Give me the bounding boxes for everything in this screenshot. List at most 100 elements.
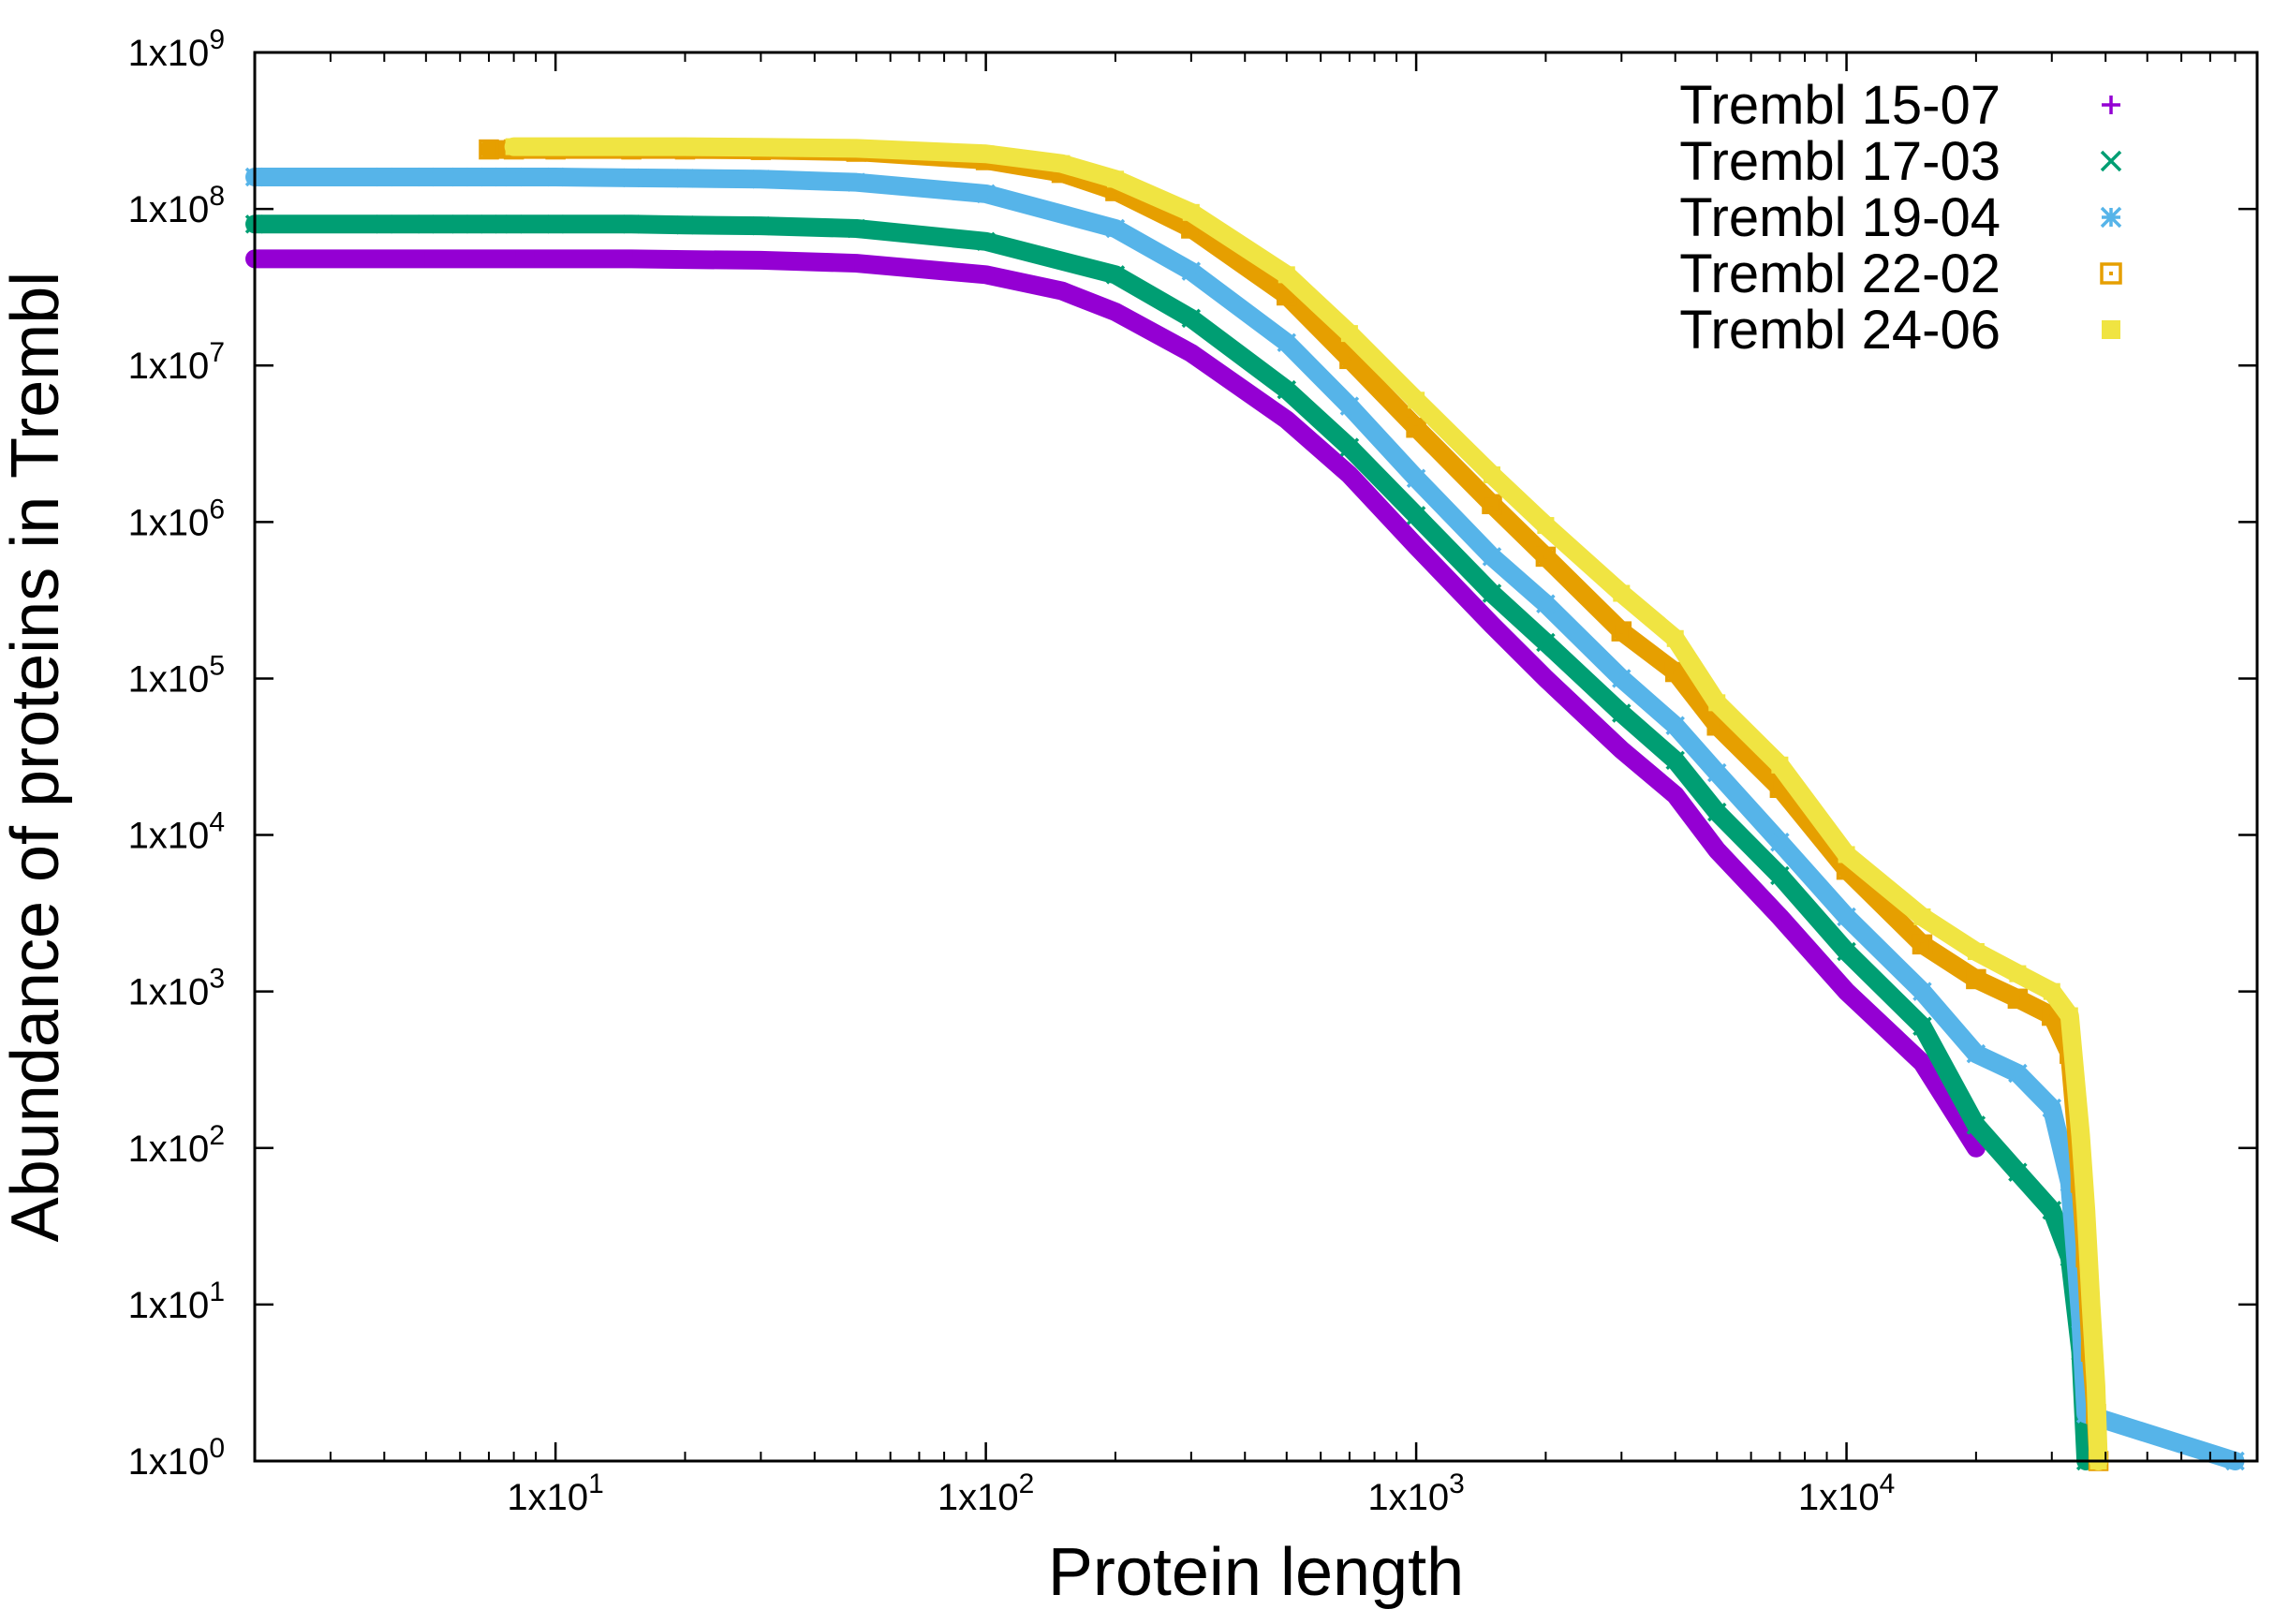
data-point <box>2077 1202 2095 1219</box>
y-tick-label: 1x100 <box>128 1433 225 1483</box>
data-point <box>1838 982 1855 1000</box>
data-point <box>527 250 545 268</box>
x-tick-exponent: 4 <box>1880 1469 1896 1499</box>
data-point <box>1406 417 1426 438</box>
data-point <box>623 250 641 268</box>
data-point <box>1612 669 1632 688</box>
data-point <box>2008 1063 2028 1084</box>
series-band <box>504 137 2108 1470</box>
x-tick-label: 1x102 <box>938 1469 1034 1518</box>
data-point <box>1536 594 1556 613</box>
y-tick-base: 1x10 <box>128 1441 210 1483</box>
legend-item: Trembl 17-03 <box>1679 131 2122 192</box>
data-point <box>480 250 497 268</box>
data-point <box>1277 379 1297 400</box>
y-tick-exponent: 5 <box>209 650 225 681</box>
legend-item: Trembl 24-06 <box>1679 300 2120 361</box>
y-tick-base: 1x10 <box>128 658 210 700</box>
data-point <box>479 139 499 160</box>
data-point <box>1613 584 1631 602</box>
y-tick-label: 1x101 <box>128 1277 225 1326</box>
legend-marker <box>2100 150 2122 172</box>
data-point <box>1706 715 1727 736</box>
y-tick-exponent: 1 <box>209 1277 225 1307</box>
y-axis-title: Abundance of proteins in Trembl <box>0 272 73 1243</box>
legend-label: Trembl 24-06 <box>1679 300 2001 361</box>
data-point <box>2009 965 2027 982</box>
data-point <box>1837 907 1856 927</box>
data-point <box>977 145 995 163</box>
data-point <box>1408 391 1425 409</box>
data-point <box>1770 832 1790 852</box>
y-tick-exponent: 2 <box>209 1120 225 1151</box>
y-tick-base: 1x10 <box>128 33 210 74</box>
data-point <box>1707 802 1727 822</box>
series-band <box>245 214 2096 1470</box>
data-point <box>1408 538 1425 555</box>
legend-marker <box>2102 96 2120 114</box>
data-point <box>417 250 435 268</box>
data-point <box>1912 934 1933 955</box>
legend-label: Trembl 19-04 <box>1679 187 2001 248</box>
legend-item: Trembl 15-07 <box>1679 75 2120 136</box>
data-point <box>1105 265 1126 285</box>
data-point <box>504 167 524 187</box>
y-tick-label: 1x107 <box>128 337 225 387</box>
y-tick-exponent: 4 <box>209 807 225 838</box>
data-point <box>977 266 995 284</box>
data-point <box>675 169 695 188</box>
data-point <box>848 140 865 157</box>
y-tick-label: 1x109 <box>128 24 225 74</box>
data-point <box>2087 1378 2104 1395</box>
legend-label: Trembl 15-07 <box>1679 75 2001 136</box>
y-tick-exponent: 7 <box>209 337 225 368</box>
data-point <box>848 255 865 273</box>
data-point <box>1482 583 1502 603</box>
data-point <box>1339 437 1360 457</box>
data-point <box>751 170 771 189</box>
y-tick-label: 1x105 <box>128 650 225 700</box>
data-point <box>375 167 394 187</box>
data-point <box>1053 282 1071 300</box>
data-point <box>1482 494 1502 515</box>
y-tick-exponent: 9 <box>209 24 225 55</box>
data-point <box>2075 1404 2096 1424</box>
data-point <box>1182 203 1200 221</box>
x-tick-exponent: 1 <box>588 1469 604 1499</box>
data-point <box>1105 218 1126 239</box>
data-point <box>1484 616 1500 634</box>
data-point <box>1277 411 1295 429</box>
series-layer <box>244 137 2245 1471</box>
data-point <box>1967 1139 1985 1157</box>
x-tick-labels: 1x101 1x102 1x103 1x104 <box>507 1469 1895 1518</box>
data-point <box>1613 741 1631 759</box>
data-point <box>1537 517 1555 535</box>
data-point <box>751 215 771 236</box>
data-point <box>1966 968 1986 990</box>
data-point <box>1837 941 1856 962</box>
data-point <box>976 231 996 252</box>
data-point <box>752 139 770 156</box>
data-point <box>1535 546 1557 568</box>
y-tick-label: 1x104 <box>128 807 225 857</box>
data-point <box>847 218 866 239</box>
legend-marker <box>2100 206 2122 229</box>
data-point <box>1277 266 1295 284</box>
y-tick-exponent: 3 <box>209 964 225 995</box>
data-point <box>376 250 393 268</box>
data-point <box>1913 1054 1931 1071</box>
data-point <box>581 250 598 268</box>
data-point <box>479 167 499 187</box>
data-point <box>450 167 470 187</box>
data-point <box>1708 694 1726 712</box>
legend-marker <box>2100 262 2122 285</box>
y-tick-base: 1x10 <box>128 972 210 1013</box>
data-point <box>545 167 566 187</box>
data-point <box>1612 703 1632 723</box>
y-tick-label: 1x108 <box>128 181 225 230</box>
data-point <box>976 184 996 204</box>
data-point <box>1665 750 1685 771</box>
data-point <box>1106 303 1124 320</box>
